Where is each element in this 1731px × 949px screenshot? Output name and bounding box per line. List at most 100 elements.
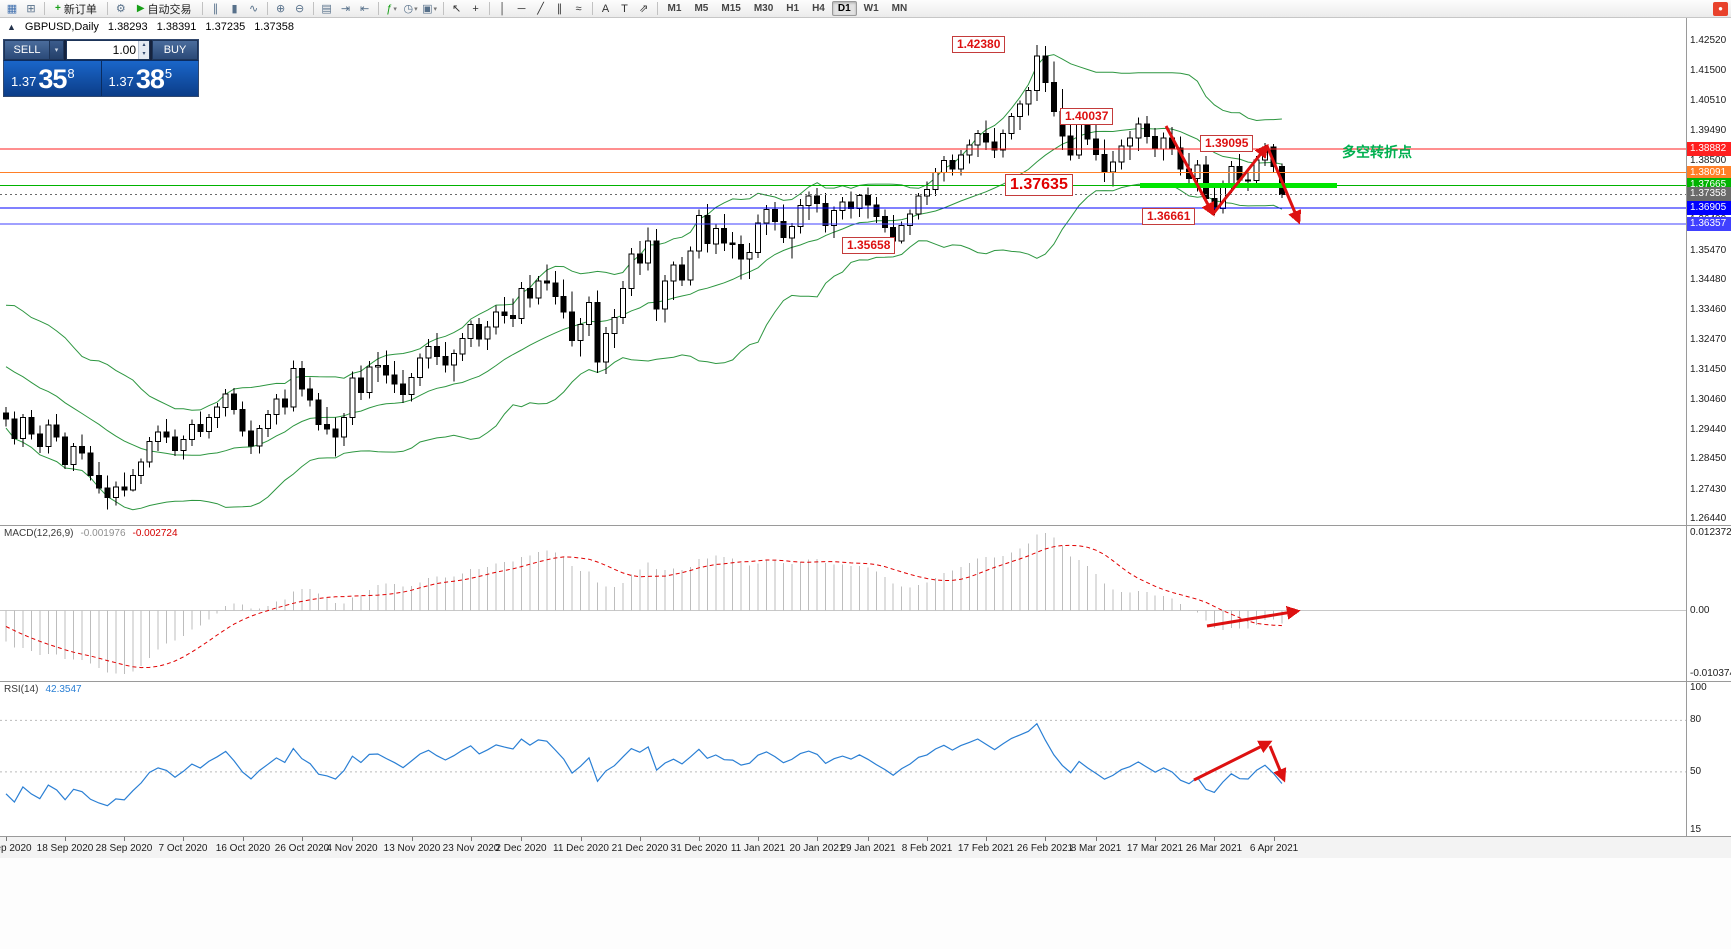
time-tick xyxy=(124,837,125,841)
timeframe-button-m30[interactable]: M30 xyxy=(753,3,774,14)
rsi-axis[interactable]: 100 80 50 15 xyxy=(1687,682,1731,836)
main-chart-pane: 1.42380 1.40037 1.39095 1.37635 1.36661 1.356… xyxy=(0,18,1686,525)
ask-pips: 38 xyxy=(135,63,165,94)
toolbar-separator xyxy=(266,2,268,15)
time-tick xyxy=(640,837,641,841)
pane-separator[interactable] xyxy=(0,681,1731,682)
fibonacci-icon[interactable]: ≈ xyxy=(575,2,582,15)
timeframe-button-m15[interactable]: M15 xyxy=(721,3,741,14)
time-tick xyxy=(1045,837,1046,841)
line-chart-mode-icon[interactable]: ∿ xyxy=(248,3,259,15)
bid-pips: 35 xyxy=(38,63,67,94)
rsi-label: RSI(14) 42.3547 xyxy=(4,684,82,695)
date-label: 21 Dec 2020 xyxy=(611,843,669,854)
ohlc-close: 1.37358 xyxy=(254,21,294,33)
new-order-button-label: 新订单 xyxy=(63,3,97,16)
toolbar-separator xyxy=(44,2,45,15)
level-price-tag: 1.38882 xyxy=(1687,142,1731,156)
auto-scroll-icon[interactable]: ⇥ xyxy=(340,3,351,15)
indicators-icon[interactable]: ƒ ▾ xyxy=(386,2,397,15)
candlestick-mode-icon[interactable]: ▮ xyxy=(231,3,238,15)
date-label: 31 Dec 2020 xyxy=(670,843,728,854)
time-tick xyxy=(927,837,928,841)
toolbar-separator xyxy=(377,2,379,15)
rsi-axis-label: 15 xyxy=(1690,824,1702,835)
date-label: 17 Mar 2021 xyxy=(1126,843,1184,854)
new-chart-icon[interactable]: ▦ xyxy=(6,3,18,15)
date-label: 26 Mar 2021 xyxy=(1185,843,1243,854)
timeframe-button-h4[interactable]: H4 xyxy=(812,3,825,14)
sell-price[interactable]: 1.37 35 8 xyxy=(4,61,102,96)
periods-icon[interactable]: ◷ ▾ xyxy=(403,3,418,15)
level-price-tag: 1.38091 xyxy=(1687,166,1731,180)
cursor-icon[interactable]: ↖ xyxy=(451,3,462,15)
rsi-canvas[interactable] xyxy=(0,682,1686,836)
date-label: 18 Sep 2020 xyxy=(36,843,94,854)
autotrading-button-label: 自动交易 xyxy=(147,3,192,16)
zoom-out-icon[interactable]: ⊖ xyxy=(294,3,305,15)
time-tick xyxy=(521,837,522,841)
expert-advisors-icon[interactable]: ⚙ xyxy=(115,3,126,15)
buy-button[interactable]: BUY xyxy=(152,40,198,60)
timeframe-button-m1[interactable]: M1 xyxy=(667,3,682,14)
zoom-in-icon[interactable]: ⊕ xyxy=(275,3,286,15)
timeframe-button-h1[interactable]: H1 xyxy=(786,3,800,14)
toolbar-separator xyxy=(488,2,490,15)
text-label-icon[interactable]: T xyxy=(621,2,628,15)
macd-axis[interactable]: 0.012372 0.00 -0.010374 xyxy=(1687,526,1731,681)
vertical-line-icon[interactable]: │ xyxy=(499,2,506,15)
macd-canvas[interactable] xyxy=(0,526,1686,681)
trendline-icon[interactable]: ╱ xyxy=(537,3,544,15)
sell-button[interactable]: SELL xyxy=(4,40,50,60)
volume-field: ▴ ▾ xyxy=(66,40,150,60)
timeframe-button-m5[interactable]: M5 xyxy=(694,3,709,14)
volume-increase-button[interactable]: ▴ xyxy=(142,42,146,48)
date-label: 7 Oct 2020 xyxy=(158,843,208,854)
axis-separator xyxy=(1686,18,1687,858)
current-price-tag: 1.37358 xyxy=(1687,187,1731,201)
volume-decrease-button[interactable]: ▾ xyxy=(142,51,146,57)
macd-axis-label: -0.010374 xyxy=(1690,668,1731,679)
date-label: 16 Oct 2020 xyxy=(215,843,271,854)
one-click-collapse-icon[interactable]: ▲ xyxy=(7,22,16,32)
price-axis[interactable]: 1.425201.415001.405101.394901.385001.375… xyxy=(1687,18,1731,525)
tile-windows-icon[interactable]: ▤ xyxy=(321,3,332,15)
level-price-tag: 1.36905 xyxy=(1687,201,1731,215)
horizontal-line-icon[interactable]: ─ xyxy=(517,2,526,15)
autotrading-button[interactable]: ▶ 自动交易 xyxy=(131,1,198,17)
buy-price[interactable]: 1.37 38 5 xyxy=(102,61,199,96)
y-axis-label: 1.30460 xyxy=(1690,394,1727,405)
chart-symbol-line: ▲ GBPUSD,Daily 1.38293 1.38391 1.37235 1… xyxy=(7,21,294,33)
toolbar-separator xyxy=(312,2,314,15)
bid-big-figure: 1.37 xyxy=(11,74,37,89)
crosshair-icon[interactable]: + xyxy=(472,2,479,15)
arrow-objects-icon[interactable]: ⇗ xyxy=(638,3,649,15)
y-axis-label: 1.26440 xyxy=(1690,513,1727,524)
main-chart-canvas[interactable] xyxy=(0,18,1686,525)
bar-chart-mode-icon[interactable]: ∥ xyxy=(212,3,219,15)
notifications-icon[interactable]: ● xyxy=(1713,1,1728,16)
date-label: 8 Mar 2021 xyxy=(1070,843,1122,854)
y-axis-label: 1.32470 xyxy=(1690,334,1727,345)
time-tick xyxy=(758,837,759,841)
pane-separator[interactable] xyxy=(0,525,1731,526)
timeframe-button-w1[interactable]: W1 xyxy=(863,3,879,14)
timeframe-button-mn[interactable]: MN xyxy=(891,3,908,14)
macd-axis-label: 0.012372 xyxy=(1690,527,1731,538)
text-icon[interactable]: A xyxy=(601,2,610,15)
order-type-dropdown[interactable]: ▾ xyxy=(50,40,64,60)
time-tick xyxy=(699,837,700,841)
equidistant-channel-icon[interactable]: ∥ xyxy=(556,3,563,15)
time-tick xyxy=(412,837,413,841)
chart-profiles-icon[interactable]: ⊞ xyxy=(26,3,36,15)
new-order-button-icon: + xyxy=(55,3,61,14)
y-axis-label: 1.39490 xyxy=(1690,125,1727,136)
timeframe-button-d1[interactable]: D1 xyxy=(831,1,857,16)
chart-shift-icon[interactable]: ⇤ xyxy=(359,3,370,15)
y-axis-label: 1.33460 xyxy=(1690,304,1727,315)
templates-icon[interactable]: ▣ ▾ xyxy=(422,3,437,15)
new-order-button[interactable]: + 新订单 xyxy=(49,1,103,17)
volume-input[interactable] xyxy=(67,41,138,59)
time-tick xyxy=(1274,837,1275,841)
